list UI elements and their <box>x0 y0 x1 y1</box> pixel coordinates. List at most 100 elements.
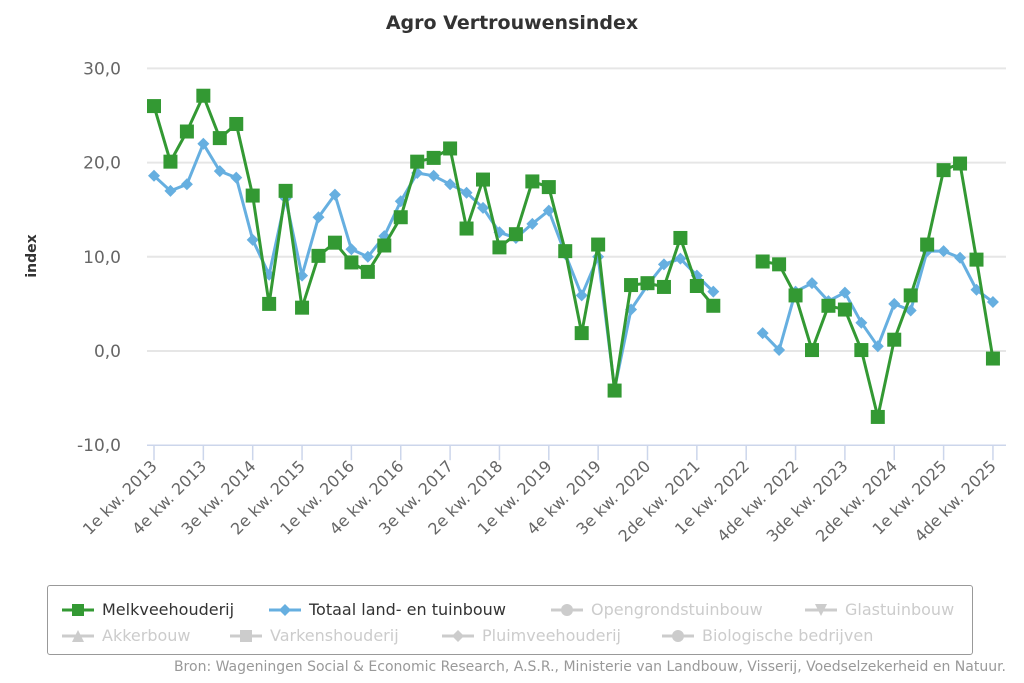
data-point-diamond[interactable] <box>888 297 901 310</box>
data-point-diamond[interactable] <box>230 171 243 184</box>
legend-item-opengrondstuinbouw[interactable]: Opengrondstuinbouw <box>551 600 763 619</box>
data-point-square[interactable] <box>295 300 310 315</box>
data-point-diamond[interactable] <box>526 217 539 230</box>
data-point-square[interactable] <box>262 296 277 311</box>
data-point-square[interactable] <box>706 298 721 313</box>
data-point-square[interactable] <box>393 210 408 225</box>
data-point-diamond[interactable] <box>756 327 769 340</box>
data-point-diamond[interactable] <box>773 344 786 357</box>
data-point-diamond[interactable] <box>855 316 868 329</box>
data-point-square[interactable] <box>360 264 375 279</box>
data-point-diamond[interactable] <box>246 233 259 246</box>
data-point-diamond[interactable] <box>477 201 489 214</box>
data-point-diamond[interactable] <box>460 186 473 199</box>
data-point-square[interactable] <box>377 238 392 253</box>
data-point-square[interactable] <box>656 279 671 294</box>
data-point-diamond[interactable] <box>345 243 358 256</box>
data-point-square[interactable] <box>245 188 260 203</box>
data-point-square[interactable] <box>525 174 540 189</box>
data-point-square[interactable] <box>887 332 902 347</box>
data-point-square[interactable] <box>443 141 458 156</box>
legend-item-label: Melkveehouderij <box>102 600 235 619</box>
data-point-square[interactable] <box>624 278 639 293</box>
data-point-square[interactable] <box>426 150 441 165</box>
data-point-diamond[interactable] <box>542 204 555 217</box>
data-point-diamond[interactable] <box>707 285 720 298</box>
data-point-square[interactable] <box>673 230 688 245</box>
data-point-square[interactable] <box>147 99 161 114</box>
data-point-square[interactable] <box>541 180 556 195</box>
data-point-square[interactable] <box>985 351 1000 366</box>
chart-legend: Melkveehouderij Totaal land- en tuinbouw O… <box>47 585 973 655</box>
data-point-square[interactable] <box>311 248 326 263</box>
legend-item-totaal-land-en-tuinbouw[interactable]: Totaal land- en tuinbouw <box>269 600 506 619</box>
data-point-square[interactable] <box>229 116 244 131</box>
legend-item-pluimveehouderij[interactable]: Pluimveehouderij <box>442 626 621 645</box>
data-point-diamond[interactable] <box>164 184 177 197</box>
circle-marker-icon <box>662 629 694 642</box>
data-point-square[interactable] <box>640 276 655 291</box>
y-axis-label: index <box>24 234 40 277</box>
y-tick-label: 10,0 <box>83 248 121 268</box>
legend-item-melkveehouderij[interactable]: Melkveehouderij <box>62 600 234 619</box>
data-point-diamond[interactable] <box>838 286 851 299</box>
legend-item-biologische-bedrijven[interactable]: Biologische bedrijven <box>662 626 873 645</box>
data-point-diamond[interactable] <box>806 277 818 290</box>
series-melkveehouderij[interactable] <box>147 88 1000 424</box>
legend-item-glastuinbouw[interactable]: Glastuinbouw <box>805 600 954 619</box>
data-point-square[interactable] <box>344 255 359 270</box>
data-point-diamond[interactable] <box>954 251 967 264</box>
data-point-diamond[interactable] <box>674 252 687 265</box>
y-tick-label: 30,0 <box>83 59 121 79</box>
data-point-square[interactable] <box>508 227 523 242</box>
data-point-diamond[interactable] <box>427 169 440 182</box>
data-point-diamond[interactable] <box>575 289 588 302</box>
data-point-square[interactable] <box>870 409 885 424</box>
data-point-square[interactable] <box>772 257 787 272</box>
data-point-square[interactable] <box>837 302 852 317</box>
data-point-square[interactable] <box>953 156 968 171</box>
data-point-square[interactable] <box>969 252 984 267</box>
data-point-diamond[interactable] <box>986 296 999 309</box>
circle-marker-icon <box>551 603 583 616</box>
diamond-marker-icon <box>442 629 474 642</box>
data-point-square[interactable] <box>903 288 918 303</box>
data-point-diamond[interactable] <box>361 250 374 263</box>
data-point-square[interactable] <box>574 326 589 341</box>
data-point-diamond[interactable] <box>444 178 457 191</box>
data-point-square[interactable] <box>196 88 211 103</box>
data-point-square[interactable] <box>689 279 704 294</box>
data-point-square[interactable] <box>821 298 836 313</box>
data-point-square[interactable] <box>854 343 869 358</box>
data-point-square[interactable] <box>212 131 227 146</box>
data-point-square[interactable] <box>805 343 819 358</box>
data-point-square[interactable] <box>163 154 178 169</box>
data-point-diamond[interactable] <box>180 178 193 191</box>
data-point-square[interactable] <box>327 235 342 250</box>
data-point-square[interactable] <box>920 237 935 252</box>
data-point-square[interactable] <box>755 254 770 269</box>
legend-item-akkerbouw[interactable]: Akkerbouw <box>62 626 191 645</box>
data-point-square[interactable] <box>278 183 293 198</box>
data-point-square[interactable] <box>410 154 425 169</box>
legend-item-varkenshouderij[interactable]: Varkenshouderij <box>230 626 399 645</box>
data-point-diamond[interactable] <box>871 340 884 353</box>
data-point-square[interactable] <box>607 383 622 398</box>
data-point-square[interactable] <box>936 163 951 178</box>
data-point-diamond[interactable] <box>937 245 950 258</box>
data-point-square[interactable] <box>591 237 606 252</box>
data-point-diamond[interactable] <box>312 211 325 224</box>
data-point-square[interactable] <box>788 288 803 303</box>
data-point-diamond[interactable] <box>197 137 210 150</box>
data-point-square[interactable] <box>476 172 490 187</box>
data-point-diamond[interactable] <box>328 188 341 201</box>
data-point-diamond[interactable] <box>213 165 226 178</box>
data-point-diamond[interactable] <box>657 258 670 271</box>
square-marker-icon <box>62 603 94 616</box>
data-point-square[interactable] <box>558 244 573 259</box>
data-point-square[interactable] <box>179 124 194 139</box>
data-point-diamond[interactable] <box>148 169 160 182</box>
data-point-square[interactable] <box>492 240 507 255</box>
data-point-square[interactable] <box>459 221 474 236</box>
